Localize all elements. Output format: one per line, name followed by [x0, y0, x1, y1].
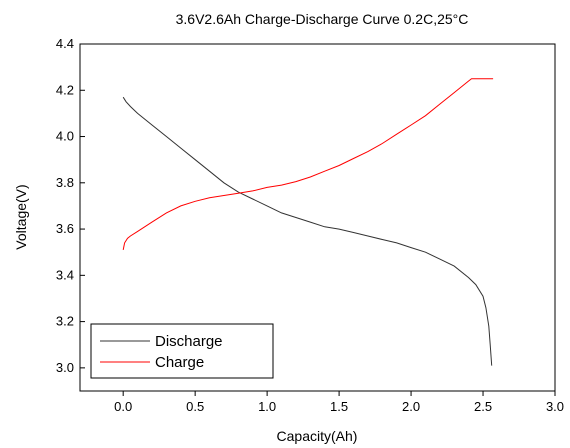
x-tick-label: 3.0: [546, 399, 564, 414]
x-tick-label: 1.5: [330, 399, 348, 414]
x-tick-label: 2.5: [474, 399, 492, 414]
legend-label-discharge: Discharge: [155, 333, 223, 350]
y-tick-label: 3.8: [56, 175, 74, 190]
legend: Discharge Charge: [90, 323, 274, 379]
y-axis: 3.0 3.2 3.4 3.6 3.8 4.0 4.2 4.4: [56, 36, 85, 375]
legend-label-charge: Charge: [155, 354, 204, 371]
y-tick-label: 3.4: [56, 267, 74, 282]
x-axis-label: Capacity(Ah): [277, 428, 358, 444]
y-axis-label: Voltage(V): [13, 184, 29, 249]
y-tick-label: 3.2: [56, 314, 74, 329]
y-tick-label: 3.6: [56, 221, 74, 236]
y-tick-label: 3.0: [56, 360, 74, 375]
series-line-charge: [122, 78, 494, 250]
y-tick-label: 4.2: [56, 82, 74, 97]
series-layer: [122, 78, 494, 366]
y-tick-label: 4.0: [56, 129, 74, 144]
x-axis: 0.0 0.5 1.0 1.5 2.0 2.5 3.0: [114, 391, 564, 414]
series-line-discharge: [122, 96, 493, 366]
plot-area: [79, 43, 556, 392]
chart-title: 3.6V2.6Ah Charge-Discharge Curve 0.2C,25…: [176, 11, 469, 27]
x-tick-label: 1.0: [258, 399, 276, 414]
x-tick-label: 2.0: [402, 399, 420, 414]
x-tick-label: 0.5: [186, 399, 204, 414]
y-tick-label: 4.4: [56, 36, 74, 51]
plot-frame: [79, 43, 556, 392]
legend-box: [90, 323, 274, 379]
x-tick-label: 0.0: [114, 399, 132, 414]
